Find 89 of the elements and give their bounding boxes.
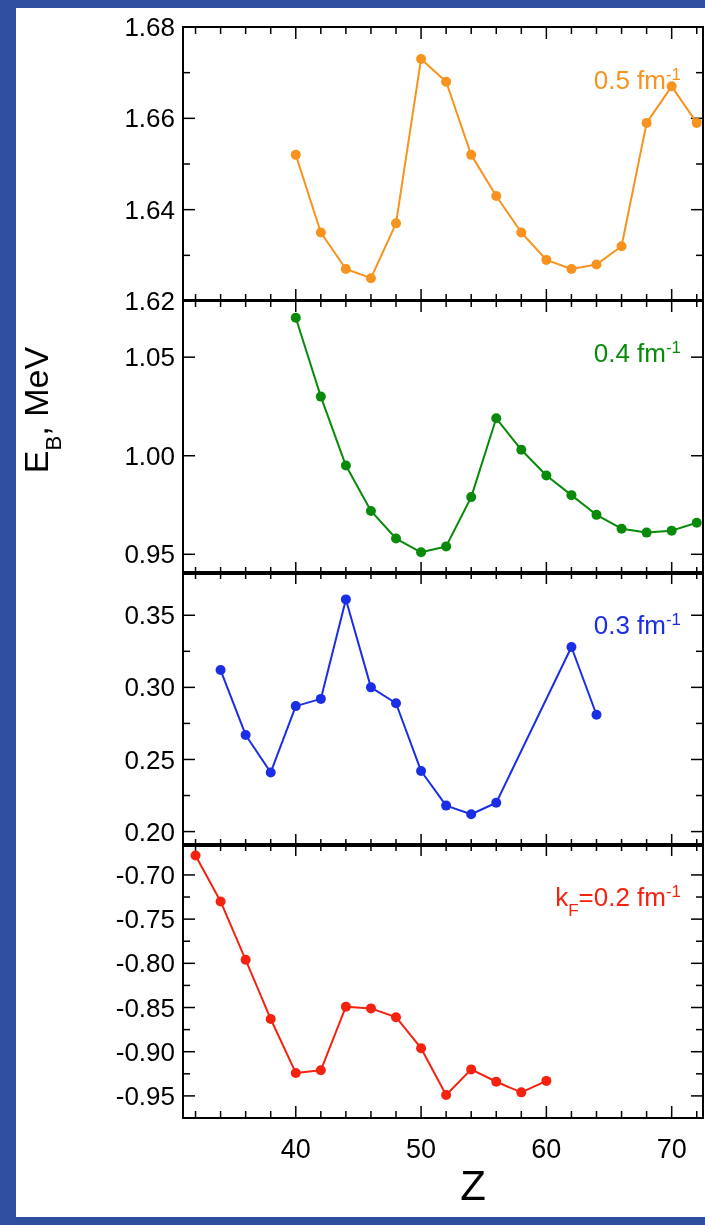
point [491, 797, 502, 808]
point [566, 264, 577, 275]
y-tick-label: 0.25 [124, 744, 175, 775]
point [691, 117, 702, 128]
point [416, 547, 427, 558]
point [340, 594, 351, 605]
y-tick-label: 1.62 [124, 286, 175, 317]
x-tick-label: 70 [656, 1134, 687, 1164]
y-tick-label: 1.68 [124, 12, 175, 43]
point [416, 766, 427, 777]
point [265, 1014, 276, 1025]
point [365, 505, 376, 516]
point [491, 190, 502, 201]
y-tick-label: 0.30 [124, 672, 175, 703]
point [416, 53, 427, 64]
point [516, 227, 527, 238]
point [315, 693, 326, 704]
point [691, 517, 702, 528]
point [466, 149, 477, 160]
point [466, 1064, 477, 1075]
y-tick-label: 0.95 [124, 539, 175, 570]
text: 0.4 fm$^{-1}$ [593, 337, 681, 368]
point [315, 1065, 326, 1076]
point [566, 641, 577, 652]
x-tick-label: 40 [280, 1134, 311, 1164]
point [365, 273, 376, 284]
point [591, 509, 602, 520]
point [315, 391, 326, 402]
y-tick-label: 0.20 [124, 816, 175, 847]
point [466, 809, 477, 820]
point [290, 701, 301, 712]
point [541, 254, 552, 265]
point [641, 117, 652, 128]
point [566, 490, 577, 501]
y-tick-label: -0.80 [115, 948, 175, 979]
point [541, 1075, 552, 1086]
point [491, 1076, 502, 1087]
x-tick-label: 50 [406, 1134, 437, 1164]
point [616, 523, 627, 534]
point [541, 470, 552, 481]
point [190, 850, 201, 861]
point [441, 800, 452, 811]
series-label: 0.5 fm$^{-1}$ [593, 64, 681, 95]
point [466, 492, 477, 503]
point [365, 682, 376, 693]
point [591, 259, 602, 270]
point [340, 264, 351, 275]
text: k$_{F}$=0.2 fm$^{-1}$ [555, 881, 681, 920]
y-tick-label: -0.70 [115, 860, 175, 891]
point [416, 1043, 427, 1054]
point [265, 767, 276, 778]
point [215, 665, 226, 676]
point [441, 541, 452, 552]
point [391, 218, 402, 229]
point [315, 227, 326, 238]
y-tick-label: 0.35 [124, 600, 175, 631]
series-label: 0.3 fm$^{-1}$ [593, 609, 681, 640]
y-tick-label: -0.90 [115, 1036, 175, 1067]
point [516, 444, 527, 455]
y-tick-label: 1.66 [124, 103, 175, 134]
point [365, 1003, 376, 1014]
y-tick-label: 1.64 [124, 194, 175, 225]
x-axis-title: Z [460, 1162, 486, 1209]
point [290, 1067, 301, 1078]
point [240, 954, 251, 965]
point [641, 527, 652, 538]
y-tick-label: 1.00 [124, 440, 175, 471]
point [391, 698, 402, 709]
point [240, 729, 251, 740]
point [391, 533, 402, 544]
point [290, 149, 301, 160]
point [616, 241, 627, 252]
x-tick-label: 60 [531, 1134, 562, 1164]
point [666, 525, 677, 536]
point [391, 1012, 402, 1023]
point [340, 1001, 351, 1012]
point [666, 81, 677, 92]
point [290, 312, 301, 323]
y-tick-label: -0.95 [115, 1081, 175, 1111]
y-tick-label: -0.85 [115, 992, 175, 1023]
point [591, 709, 602, 720]
point [215, 896, 226, 907]
point [441, 1090, 452, 1101]
y-tick-label: 1.05 [124, 342, 175, 373]
point [516, 1087, 527, 1098]
point [340, 460, 351, 471]
y-tick-label: -0.75 [115, 904, 175, 935]
point [441, 76, 452, 87]
point [491, 413, 502, 424]
